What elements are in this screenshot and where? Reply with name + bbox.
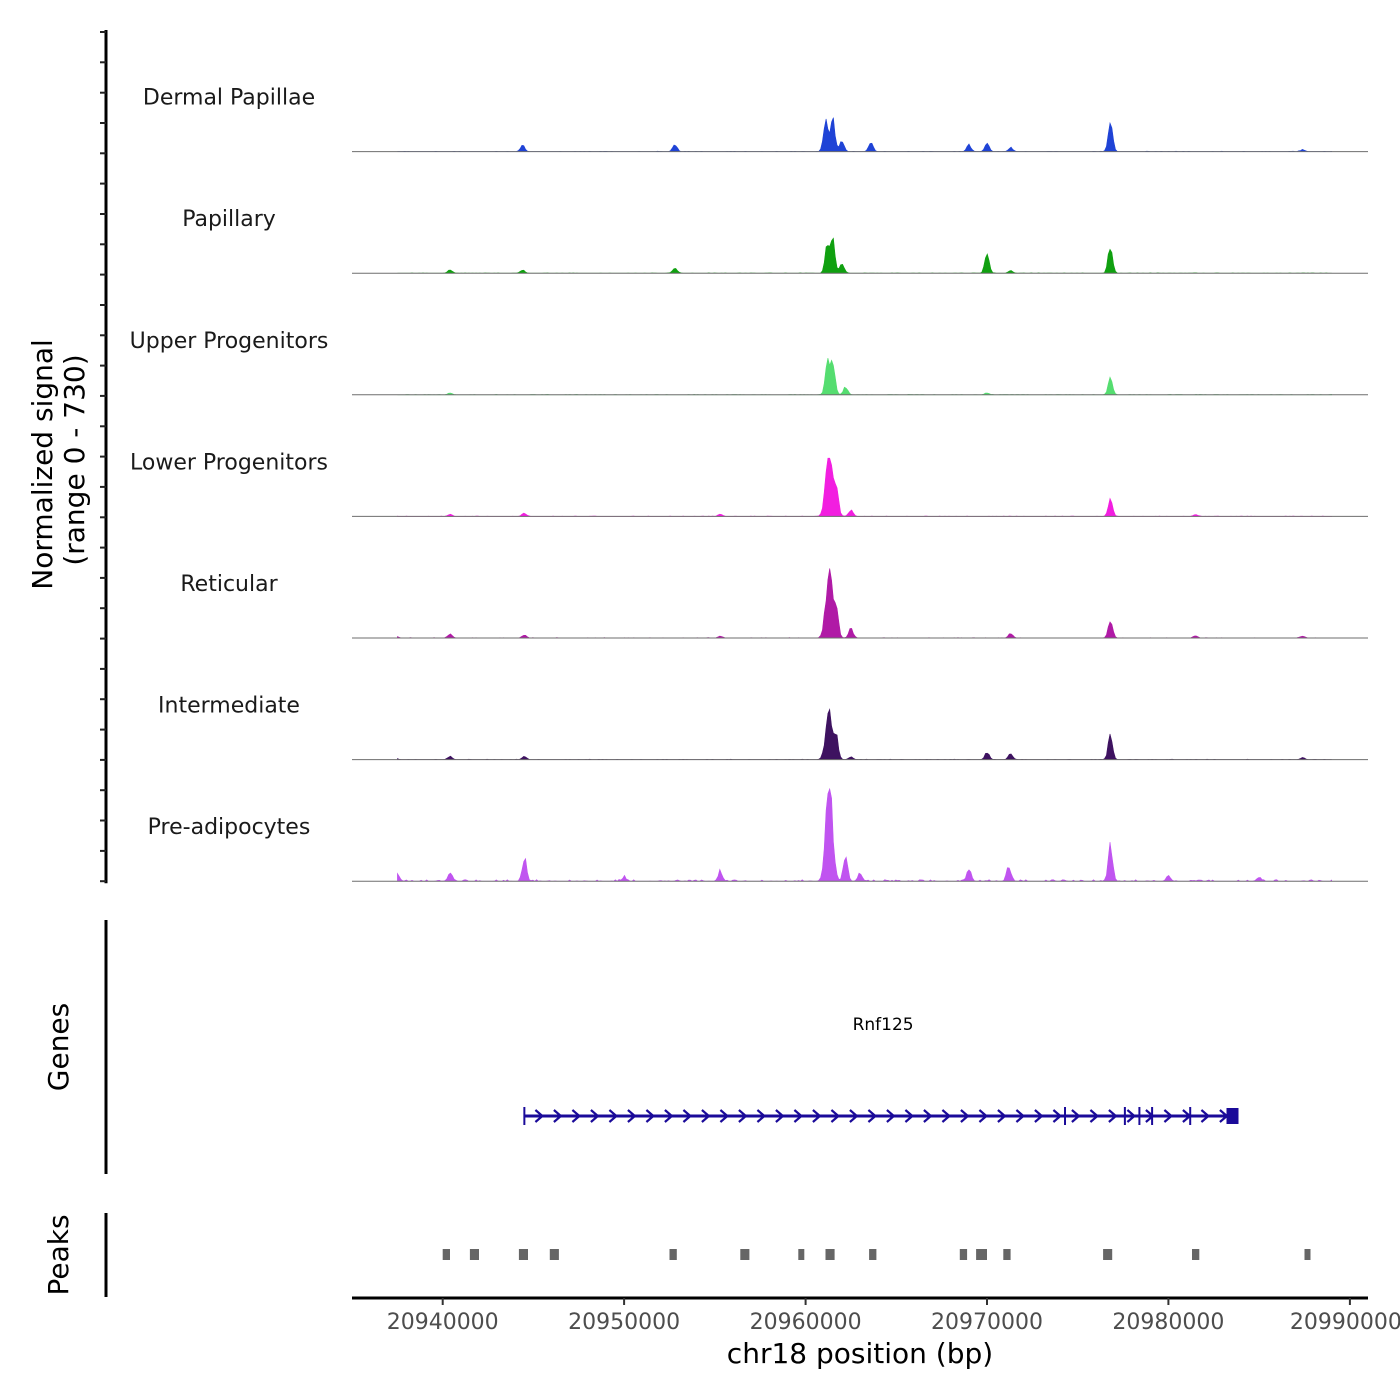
x-tick-label: 20940000: [387, 1310, 499, 1335]
x-tick-label: 20980000: [1112, 1310, 1224, 1335]
track-label: Intermediate: [158, 694, 300, 719]
strand-arrow: [960, 1109, 970, 1123]
strand-arrow: [867, 1109, 878, 1123]
strand-arrow: [1126, 1109, 1137, 1123]
gene-name-label: Rnf125: [853, 1015, 914, 1035]
strand-arrow: [645, 1109, 656, 1123]
track-upper-progenitors: Upper Progenitors: [130, 329, 1368, 396]
x-tick-label: 20960000: [750, 1310, 862, 1335]
signal-axis-title-line2: (range 0 - 730): [58, 354, 91, 565]
strand-arrow: [1089, 1109, 1100, 1123]
strand-arrow: [1200, 1109, 1211, 1123]
strand-arrow: [571, 1109, 582, 1123]
track-label: Pre-adipocytes: [148, 815, 311, 840]
gene-rnf125: Rnf125: [523, 1015, 1239, 1125]
track-label: Papillary: [182, 207, 276, 232]
peak-region: [1192, 1249, 1200, 1260]
strand-arrow: [793, 1109, 804, 1123]
peak-region: [825, 1249, 835, 1260]
strand-arrow: [553, 1109, 563, 1123]
peak-region: [740, 1249, 750, 1260]
strand-arrow: [886, 1109, 896, 1123]
peak-region: [976, 1249, 987, 1260]
x-tick-label: 20970000: [931, 1310, 1043, 1335]
x-axis-title: chr18 position (bp): [727, 1337, 993, 1370]
peak-region: [869, 1249, 877, 1260]
signal-area: [397, 117, 1332, 152]
signal-area: [397, 708, 1332, 760]
track-papillary: Papillary: [182, 207, 1368, 274]
strand-arrow: [775, 1109, 785, 1123]
x-axis: 20940000 20950000 20960000 20970000 20980000…: [352, 1296, 1400, 1335]
strand-arrow: [812, 1109, 822, 1123]
signal-axis-title-line1: Normalized signal: [26, 339, 59, 590]
track-label: Dermal Papillae: [143, 86, 315, 111]
peak-region: [469, 1249, 479, 1260]
strand-arrow: [627, 1109, 637, 1123]
strand-arrow: [738, 1109, 748, 1123]
strand-arrow: [1071, 1109, 1081, 1123]
signal-area: [397, 568, 1332, 639]
strand-arrow: [719, 1109, 730, 1123]
final-exon-block: [1226, 1108, 1239, 1124]
signal-axis-title: Normalized signal (range 0 - 730): [26, 330, 91, 589]
peak-region: [959, 1249, 968, 1260]
peak-region: [1003, 1249, 1011, 1260]
track-pre-adipocytes: Pre-adipocytes: [148, 787, 1368, 882]
strand-arrow: [590, 1109, 600, 1123]
signal-tracks: Dermal Papillae Papillary Upper Progenitor…: [130, 86, 1368, 882]
strand-arrow: [1034, 1109, 1044, 1123]
strand-arrow: [941, 1109, 952, 1123]
strand-arrow: [682, 1109, 693, 1123]
track-label: Upper Progenitors: [130, 329, 329, 354]
gene-track: Rnf125: [523, 1015, 1239, 1125]
peak-region: [1304, 1249, 1311, 1260]
strand-arrow: [997, 1109, 1007, 1123]
track-intermediate: Intermediate: [158, 694, 1368, 761]
peak-region: [518, 1249, 528, 1260]
track-lower-progenitors: Lower Progenitors: [130, 450, 1368, 517]
track-dermal-papillae: Dermal Papillae: [143, 86, 1368, 153]
peak-region: [1103, 1249, 1113, 1260]
strand-arrow: [664, 1109, 674, 1123]
strand-arrow: [1108, 1109, 1118, 1123]
signal-y-axis: [100, 30, 108, 884]
strand-arrow: [830, 1109, 841, 1123]
strand-arrow: [1052, 1109, 1063, 1123]
strand-arrow: [1163, 1109, 1174, 1123]
track-reticular: Reticular: [180, 568, 1368, 639]
genes-axis-title: Genes: [42, 1003, 75, 1091]
peak-region: [669, 1249, 677, 1260]
strand-arrow: [608, 1109, 619, 1123]
peak-track: [442, 1249, 1311, 1260]
strand-arrow: [923, 1109, 933, 1123]
peak-region: [549, 1249, 559, 1260]
peak-region: [798, 1249, 805, 1260]
x-tick-label: 20950000: [568, 1310, 680, 1335]
peaks-axis-title: Peaks: [42, 1214, 75, 1295]
strand-arrow: [978, 1109, 989, 1123]
strand-arrow: [904, 1109, 915, 1123]
track-label: Reticular: [180, 572, 278, 597]
strand-arrow: [534, 1109, 545, 1123]
strand-arrow: [756, 1109, 767, 1123]
signal-area: [397, 237, 1332, 274]
strand-arrow: [1015, 1109, 1026, 1123]
peak-region: [442, 1249, 450, 1260]
signal-area: [397, 358, 1332, 396]
strand-arrow: [701, 1109, 711, 1123]
x-tick-label: 20990000: [1290, 1310, 1400, 1335]
signal-area: [397, 457, 1332, 517]
track-label: Lower Progenitors: [130, 450, 328, 475]
strand-arrow: [849, 1109, 859, 1123]
signal-area: [397, 787, 1332, 882]
